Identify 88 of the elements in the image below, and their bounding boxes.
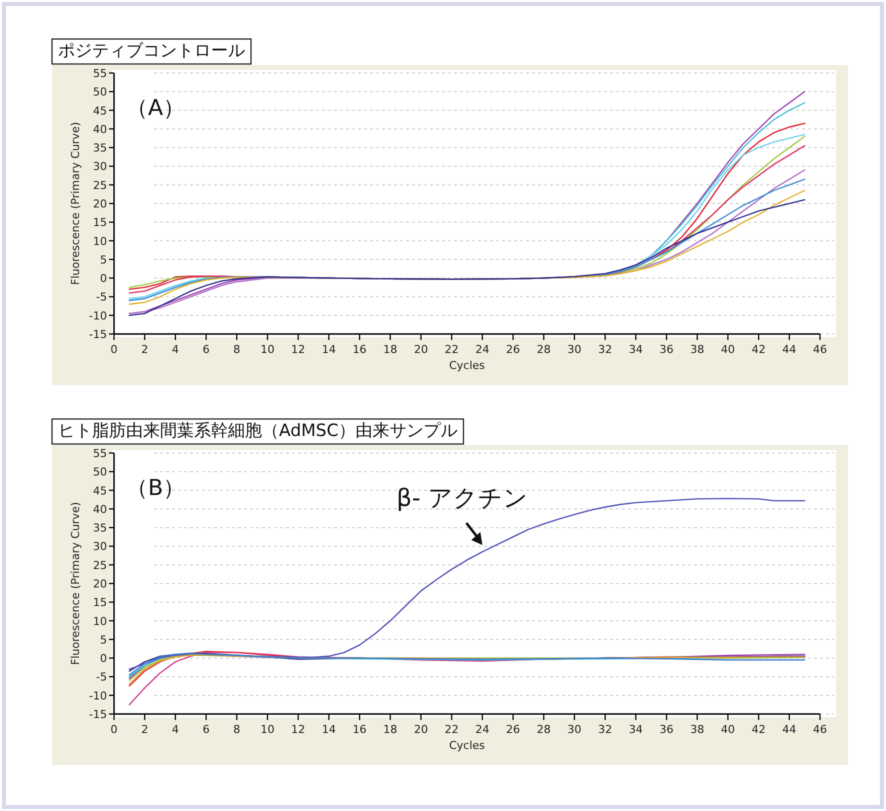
x-tick-label: 20 [414,343,428,356]
y-tick-label: 50 [93,86,107,99]
x-tick-label: 10 [260,343,274,356]
x-tick-label: 28 [536,343,551,356]
x-tick-label: 40 [720,723,735,736]
y-tick-label: 25 [93,558,107,572]
x-tick-label: 6 [202,723,210,736]
y-tick-label: -15 [89,708,107,721]
y-tick-label: 25 [93,178,107,192]
x-tick-label: 14 [322,343,336,356]
y-tick-label: 40 [93,122,107,136]
x-tick-label: 36 [660,723,674,736]
annotation: （B） [126,476,186,501]
annotation: （A） [126,96,186,121]
x-tick-label: 38 [690,723,704,736]
y-tick-label: 35 [93,142,107,155]
y-tick-label: -15 [89,328,107,341]
x-tick-label: 2 [141,343,148,356]
x-tick-label: 0 [110,723,118,736]
y-tick-label: 30 [93,160,107,174]
y-tick-label: 5 [100,633,107,646]
y-tick-label: -10 [89,309,107,322]
y-tick-label: 0 [100,652,107,666]
y-tick-label: 45 [93,104,107,118]
x-tick-label: 2 [141,723,148,736]
y-tick-label: 20 [93,198,107,210]
x-tick-label: 14 [322,723,336,736]
y-axis-title: Fluorescence (Primary Curve) [69,502,82,666]
y-tick-label: 5 [100,253,107,266]
x-tick-label: 34 [628,723,643,736]
annotation: β- アクチン [396,484,528,512]
line-series [128,199,806,316]
y-tick-label: 10 [93,234,107,248]
x-tick-label: 20 [414,723,428,736]
x-tick-label: 16 [352,343,367,356]
chart-title: ヒト脂肪由来間葉系幹細胞（AdMSC）由来サンプル [58,421,458,441]
x-tick-label: 46 [813,343,827,356]
y-tick-label: 0 [100,272,107,286]
x-tick-label: 44 [782,723,796,736]
x-tick-label: 34 [628,343,643,356]
x-tick-label: 0 [110,343,118,356]
y-tick-label: 45 [93,484,107,498]
x-tick-label: 42 [752,343,766,356]
x-tick-label: 22 [444,343,459,356]
x-tick-label: 30 [567,723,582,736]
x-tick-label: 12 [291,723,306,736]
x-tick-label: 38 [690,343,704,356]
x-tick-label: 32 [598,723,612,736]
y-tick-label: 55 [93,447,107,460]
x-tick-label: 4 [172,343,179,356]
y-tick-label: 50 [93,466,107,479]
x-tick-label: 32 [598,343,612,356]
y-tick-label: -5 [96,670,107,684]
y-tick-label: 35 [93,522,107,535]
y-tick-label: 20 [93,578,107,590]
x-tick-label: 8 [233,343,240,356]
x-tick-label: 10 [260,723,274,736]
y-tick-label: 40 [93,502,107,516]
x-tick-label: 26 [506,723,520,736]
x-tick-label: 4 [172,723,179,736]
y-tick-label: 15 [93,596,107,610]
y-tick-label: 10 [93,614,107,628]
x-tick-label: 30 [567,343,582,356]
y-tick-label: 30 [93,540,107,554]
x-tick-label: 8 [233,723,240,736]
x-tick-label: 16 [352,723,367,736]
x-tick-label: 22 [444,723,459,736]
chart-title: ポジティブコントロール [58,41,245,61]
y-tick-label: -10 [89,689,107,702]
x-tick-label: 24 [475,723,490,736]
y-tick-label: -5 [96,290,107,304]
y-axis-title: Fluorescence (Primary Curve) [69,122,82,286]
x-tick-label: 26 [506,343,520,356]
x-tick-label: 6 [202,343,210,356]
y-tick-label: 15 [93,216,107,230]
x-tick-label: 36 [660,343,674,356]
x-tick-label: 18 [383,343,398,356]
x-tick-label: 40 [720,343,735,356]
x-tick-label: 44 [782,343,796,356]
x-tick-label: 42 [752,723,766,736]
x-axis-title: Cycles [449,359,486,372]
x-tick-label: 18 [383,723,398,736]
y-tick-label: 55 [93,67,107,80]
x-tick-label: 12 [291,343,306,356]
x-tick-label: 46 [813,723,827,736]
x-tick-label: 24 [475,343,490,356]
x-axis-title: Cycles [449,739,486,752]
x-tick-label: 28 [536,723,551,736]
